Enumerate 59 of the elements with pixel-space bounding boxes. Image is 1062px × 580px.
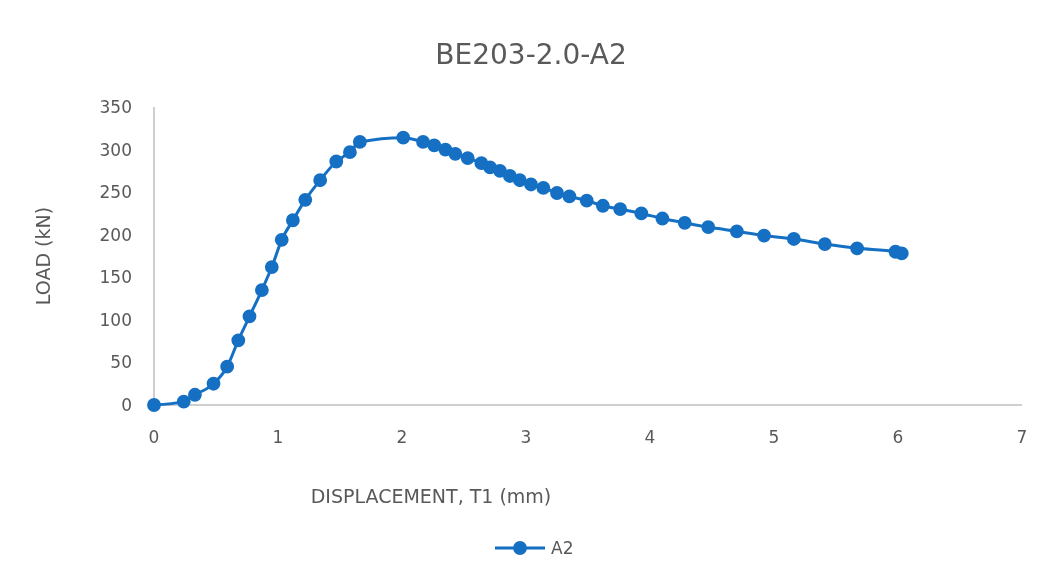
y-tick-label: 200 (99, 224, 132, 245)
point (231, 333, 246, 348)
x-tick-label: 0 (148, 427, 160, 447)
point (786, 232, 801, 246)
y-tick-label: 150 (99, 267, 132, 288)
point (894, 246, 909, 261)
x-tick-label: 4 (644, 427, 656, 447)
x-tick-label: 1 (272, 427, 284, 447)
point (220, 359, 235, 374)
y-axis-title: LOAD (kN) (32, 206, 54, 306)
point (416, 135, 430, 149)
legend-label: A2 (551, 537, 574, 558)
point (512, 173, 527, 188)
x-tick-label: 7 (1016, 427, 1028, 447)
point (701, 220, 716, 234)
chart-title: BE203-2.0-A2 (435, 38, 627, 71)
point (206, 376, 221, 391)
point (757, 228, 771, 243)
point (329, 154, 344, 169)
point (188, 387, 202, 402)
point (285, 213, 300, 228)
x-tick-label: 2 (396, 427, 408, 447)
point (562, 189, 577, 204)
point (396, 130, 411, 145)
y-tick-label: 100 (99, 309, 132, 330)
y-tick-label: 350 (99, 96, 132, 117)
y-tick-label: 0 (121, 394, 132, 415)
point (448, 146, 463, 161)
point (850, 241, 864, 256)
point (595, 198, 610, 213)
point (677, 215, 692, 230)
point (274, 232, 289, 247)
point (242, 309, 257, 324)
x-tick-label: 3 (520, 427, 532, 447)
point (729, 224, 744, 239)
point (460, 151, 475, 165)
x-tick-label: 5 (768, 427, 780, 447)
y-tick-label: 300 (99, 139, 132, 160)
point (352, 135, 367, 149)
point (655, 211, 670, 226)
point (427, 138, 442, 153)
point (176, 394, 191, 409)
x-axis-title: DISPLACEMENT, T1 (mm) (310, 485, 552, 507)
point (343, 145, 357, 160)
y-tick-label: 50 (110, 352, 132, 373)
x-tick-label: 6 (892, 427, 904, 447)
point (298, 192, 313, 207)
point (550, 186, 564, 200)
point (579, 193, 594, 208)
point (613, 202, 628, 217)
point (524, 177, 538, 192)
point (313, 173, 328, 188)
point (254, 283, 269, 297)
point (634, 206, 649, 221)
point (264, 260, 279, 274)
y-tick-label: 250 (99, 182, 132, 203)
point (817, 237, 832, 251)
point (147, 398, 161, 412)
point (536, 180, 551, 195)
